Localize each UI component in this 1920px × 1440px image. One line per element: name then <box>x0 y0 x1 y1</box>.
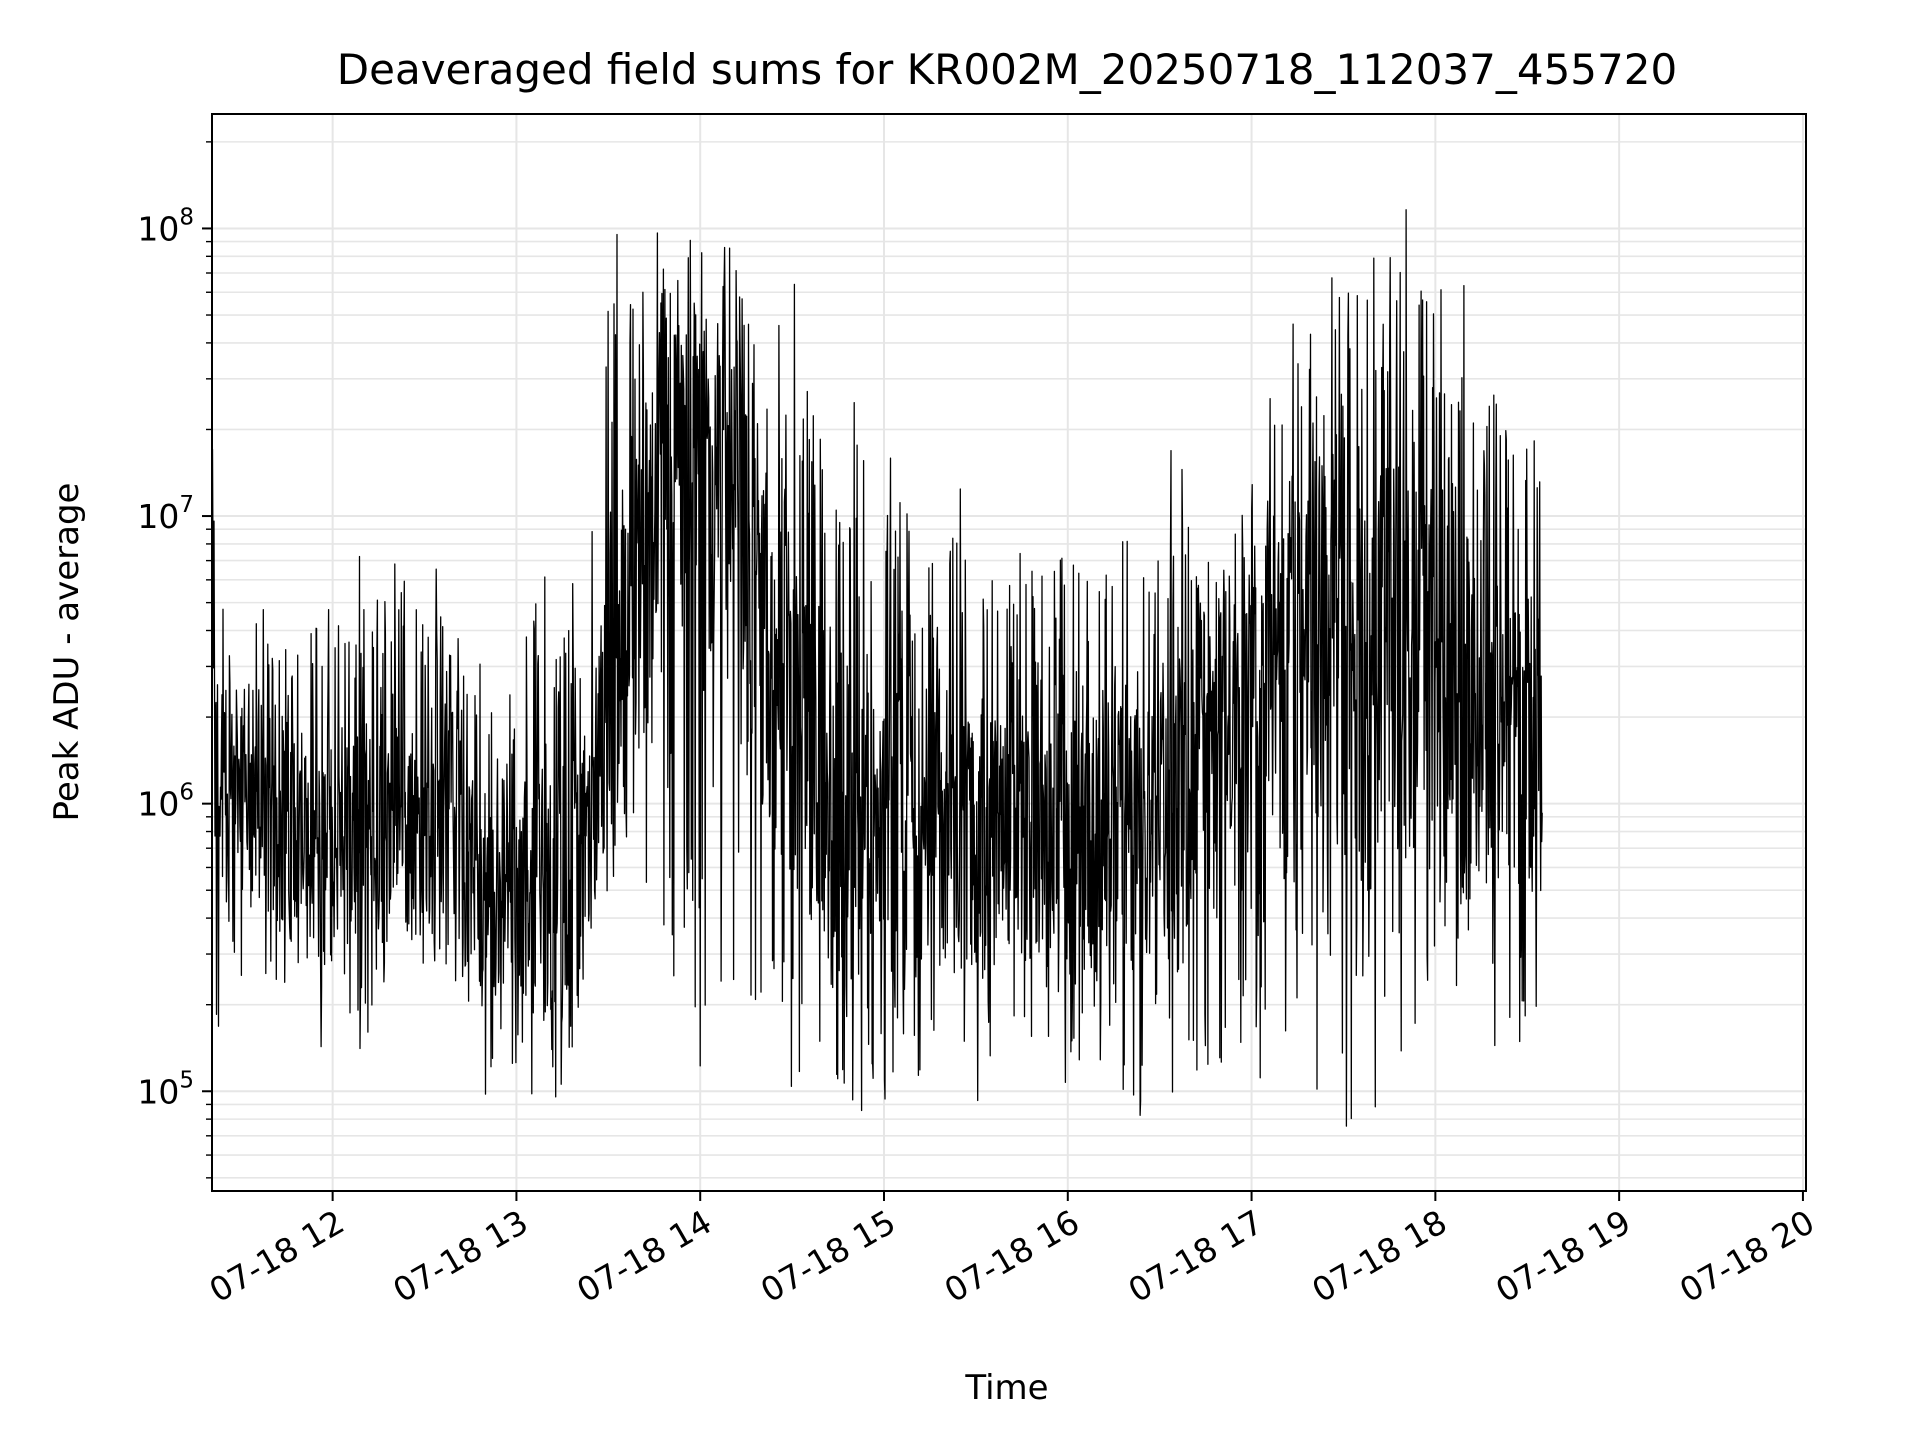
y-tick-label-exponent: 5 <box>179 1067 194 1093</box>
y-tick-label-base: 10 <box>137 497 179 536</box>
x-tick-label: 07-18 13 <box>386 1202 534 1310</box>
y-tick-label: 107 <box>137 492 194 536</box>
y-axis-title: Peak ADU - average <box>47 483 87 822</box>
x-tick-label: 07-18 20 <box>1673 1202 1821 1310</box>
x-axis-title: Time <box>964 1368 1048 1408</box>
y-tick-label-base: 10 <box>137 1072 179 1111</box>
x-tick-label: 07-18 19 <box>1489 1202 1637 1310</box>
x-tick-label: 07-18 14 <box>570 1202 718 1310</box>
plot-area-frame <box>211 113 1807 1192</box>
y-tick-label-exponent: 6 <box>179 780 194 806</box>
x-tick-label: 07-18 15 <box>754 1202 902 1310</box>
x-tick-label: 07-18 12 <box>203 1202 351 1310</box>
series-line <box>211 209 1543 1127</box>
chart-title: Deaveraged field sums for KR002M_2025071… <box>337 45 1677 94</box>
y-tick-label-exponent: 8 <box>179 204 194 230</box>
x-tick-label: 07-18 16 <box>938 1202 1086 1310</box>
y-tick-label-base: 10 <box>137 209 179 248</box>
y-tick-label: 108 <box>137 204 194 248</box>
y-tick-label: 106 <box>137 780 194 824</box>
y-tick-label-base: 10 <box>137 785 179 824</box>
y-tick-label-exponent: 7 <box>179 492 194 518</box>
data-trace <box>211 209 1543 1127</box>
x-tick-label: 07-18 17 <box>1122 1202 1270 1310</box>
x-tick-label: 07-18 18 <box>1305 1202 1453 1310</box>
y-tick-label: 105 <box>137 1067 194 1111</box>
x-axis: 07-18 12 07-18 13 07-18 14 07-18 15 07-18 16… <box>203 1191 1821 1310</box>
